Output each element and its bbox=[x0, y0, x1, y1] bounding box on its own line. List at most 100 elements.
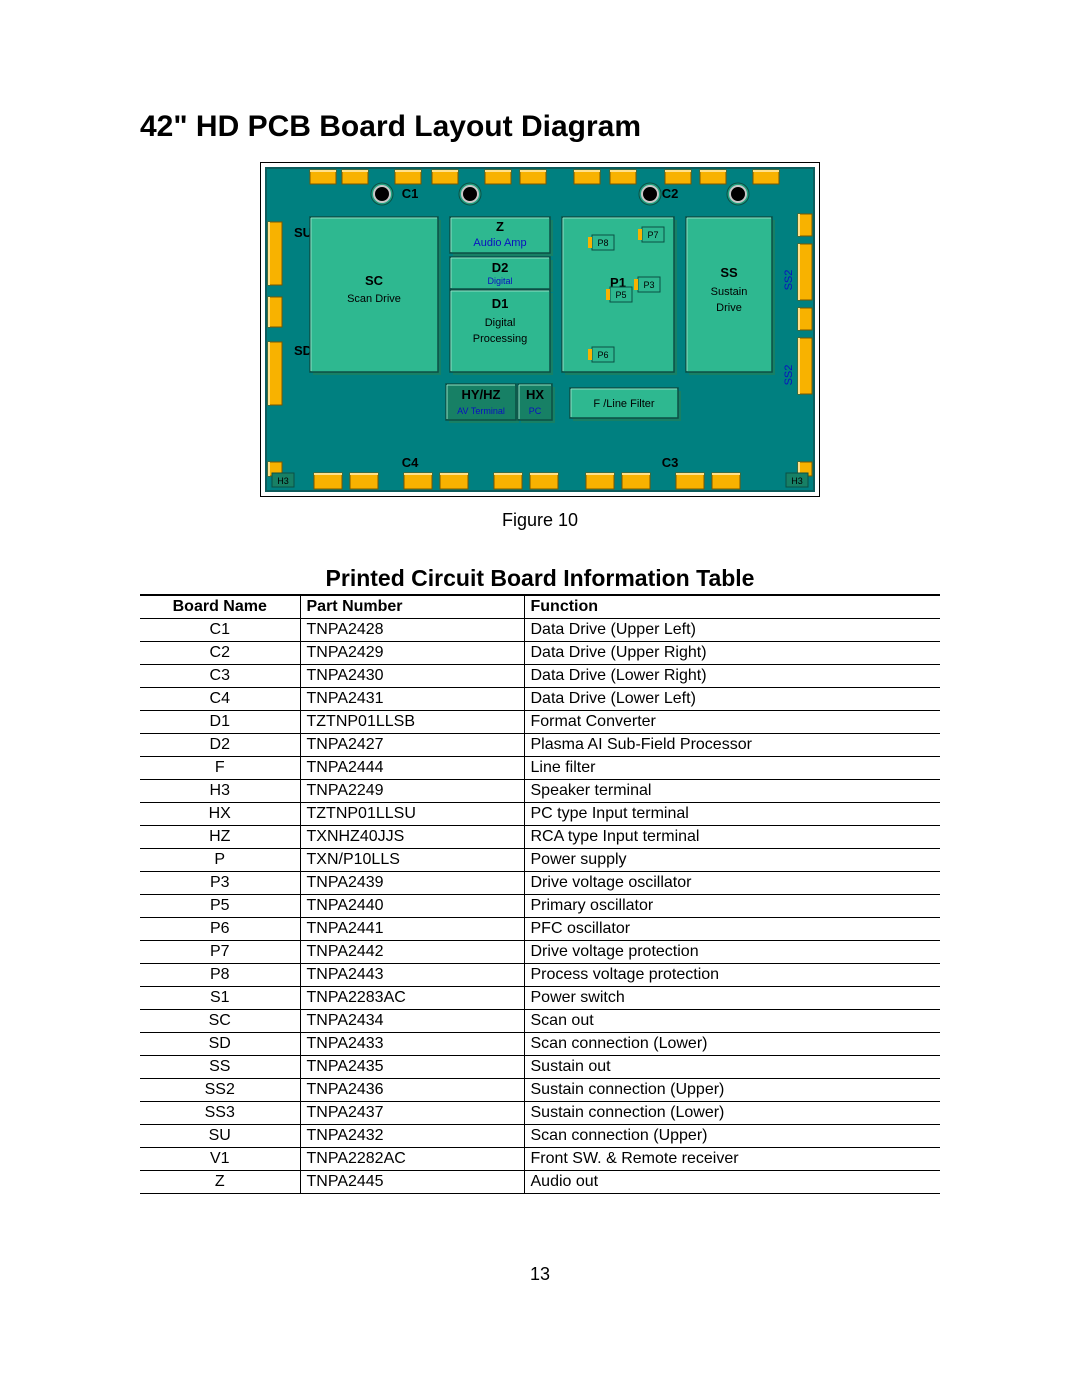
table-cell: Sustain out bbox=[524, 1056, 940, 1079]
table-title: Printed Circuit Board Information Table bbox=[140, 565, 940, 592]
table-cell: P bbox=[140, 849, 300, 872]
table-cell: Data Drive (Upper Left) bbox=[524, 619, 940, 642]
table-cell: TNPA2435 bbox=[300, 1056, 524, 1079]
table-cell: F bbox=[140, 757, 300, 780]
table-cell: TXN/P10LLS bbox=[300, 849, 524, 872]
table-cell: H3 bbox=[140, 780, 300, 803]
table-cell: Power switch bbox=[524, 987, 940, 1010]
table-cell: Primary oscillator bbox=[524, 895, 940, 918]
svg-text:P8: P8 bbox=[597, 238, 608, 248]
svg-text:P5: P5 bbox=[615, 290, 626, 300]
table-cell: SS3 bbox=[140, 1102, 300, 1125]
table-cell: TNPA2282AC bbox=[300, 1148, 524, 1171]
svg-text:HY/HZ: HY/HZ bbox=[462, 387, 501, 402]
svg-text:PC: PC bbox=[529, 406, 542, 416]
table-row: HXTZTNP01LLSUPC type Input terminal bbox=[140, 803, 940, 826]
table-cell: PFC oscillator bbox=[524, 918, 940, 941]
table-cell: TNPA2432 bbox=[300, 1125, 524, 1148]
svg-text:P7: P7 bbox=[647, 230, 658, 240]
table-cell: SU bbox=[140, 1125, 300, 1148]
svg-text:C2: C2 bbox=[662, 186, 679, 201]
table-row: C4TNPA2431Data Drive (Lower Left) bbox=[140, 688, 940, 711]
svg-text:C1: C1 bbox=[402, 186, 419, 201]
svg-text:P6: P6 bbox=[597, 350, 608, 360]
table-cell: S1 bbox=[140, 987, 300, 1010]
table-row: P3TNPA2439Drive voltage oscillator bbox=[140, 872, 940, 895]
svg-text:SS2: SS2 bbox=[783, 270, 795, 291]
table-cell: Drive voltage oscillator bbox=[524, 872, 940, 895]
svg-text:Z: Z bbox=[496, 219, 504, 234]
table-cell: Power supply bbox=[524, 849, 940, 872]
table-row: P5TNPA2440Primary oscillator bbox=[140, 895, 940, 918]
table-cell: TNPA2283AC bbox=[300, 987, 524, 1010]
svg-text:Audio Amp: Audio Amp bbox=[473, 237, 526, 249]
table-cell: TNPA2436 bbox=[300, 1079, 524, 1102]
table-cell: TNPA2445 bbox=[300, 1171, 524, 1194]
svg-text:D2: D2 bbox=[492, 260, 509, 275]
table-cell: TNPA2430 bbox=[300, 665, 524, 688]
page-title: 42" HD PCB Board Layout Diagram bbox=[140, 110, 940, 144]
table-cell: C1 bbox=[140, 619, 300, 642]
svg-text:Digital: Digital bbox=[487, 276, 512, 286]
table-cell: TZTNP01LLSB bbox=[300, 711, 524, 734]
table-cell: Plasma AI Sub-Field Processor bbox=[524, 734, 940, 757]
table-row: C3TNPA2430Data Drive (Lower Right) bbox=[140, 665, 940, 688]
table-cell: Sustain connection (Upper) bbox=[524, 1079, 940, 1102]
svg-text:Scan Drive: Scan Drive bbox=[347, 293, 401, 305]
table-cell: Format Converter bbox=[524, 711, 940, 734]
table-row: SS3TNPA2437Sustain connection (Lower) bbox=[140, 1102, 940, 1125]
table-row: S1TNPA2283ACPower switch bbox=[140, 987, 940, 1010]
table-cell: Process voltage protection bbox=[524, 964, 940, 987]
table-row: SDTNPA2433Scan connection (Lower) bbox=[140, 1033, 940, 1056]
svg-text:SS: SS bbox=[720, 265, 738, 280]
svg-text:Drive: Drive bbox=[716, 302, 742, 314]
figure-caption: Figure 10 bbox=[140, 510, 940, 531]
table-cell: TNPA2431 bbox=[300, 688, 524, 711]
svg-text:C4: C4 bbox=[402, 455, 419, 470]
table-row: SCTNPA2434Scan out bbox=[140, 1010, 940, 1033]
table-cell: P5 bbox=[140, 895, 300, 918]
table-cell: RCA type Input terminal bbox=[524, 826, 940, 849]
table-cell: P6 bbox=[140, 918, 300, 941]
table-cell: TNPA2441 bbox=[300, 918, 524, 941]
table-cell: P3 bbox=[140, 872, 300, 895]
table-cell: C3 bbox=[140, 665, 300, 688]
table-cell: Sustain connection (Lower) bbox=[524, 1102, 940, 1125]
table-cell: C2 bbox=[140, 642, 300, 665]
table-cell: TNPA2249 bbox=[300, 780, 524, 803]
pcb-info-table: Board NamePart NumberFunctionC1TNPA2428D… bbox=[140, 594, 940, 1194]
svg-text:HX: HX bbox=[526, 387, 544, 402]
table-cell: TNPA2433 bbox=[300, 1033, 524, 1056]
table-row: SS2TNPA2436Sustain connection (Upper) bbox=[140, 1079, 940, 1102]
table-row: SUTNPA2432Scan connection (Upper) bbox=[140, 1125, 940, 1148]
table-cell: TNPA2440 bbox=[300, 895, 524, 918]
table-cell: Speaker terminal bbox=[524, 780, 940, 803]
table-cell: Drive voltage protection bbox=[524, 941, 940, 964]
table-cell: D2 bbox=[140, 734, 300, 757]
pcb-layout-diagram: C1C2C4C3SUSDSS2SS2H3H3SCScan DriveZAudio… bbox=[260, 162, 820, 502]
table-cell: HZ bbox=[140, 826, 300, 849]
table-row: HZTXNHZ40JJSRCA type Input terminal bbox=[140, 826, 940, 849]
table-row: H3TNPA2249Speaker terminal bbox=[140, 780, 940, 803]
table-cell: Line filter bbox=[524, 757, 940, 780]
svg-text:C3: C3 bbox=[662, 455, 679, 470]
svg-text:H3: H3 bbox=[277, 476, 289, 486]
svg-text:Processing: Processing bbox=[473, 333, 527, 345]
table-cell: P8 bbox=[140, 964, 300, 987]
table-cell: SS2 bbox=[140, 1079, 300, 1102]
svg-text:P3: P3 bbox=[643, 280, 654, 290]
table-row: C1TNPA2428Data Drive (Upper Left) bbox=[140, 619, 940, 642]
table-cell: C4 bbox=[140, 688, 300, 711]
table-row: C2TNPA2429Data Drive (Upper Right) bbox=[140, 642, 940, 665]
svg-text:Digital: Digital bbox=[485, 317, 516, 329]
table-row: PTXN/P10LLSPower supply bbox=[140, 849, 940, 872]
table-row: SSTNPA2435Sustain out bbox=[140, 1056, 940, 1079]
table-cell: TNPA2434 bbox=[300, 1010, 524, 1033]
table-cell: TNPA2439 bbox=[300, 872, 524, 895]
table-row: P8TNPA2443Process voltage protection bbox=[140, 964, 940, 987]
table-row: D2TNPA2427Plasma AI Sub-Field Processor bbox=[140, 734, 940, 757]
table-header: Function bbox=[524, 595, 940, 619]
svg-text:D1: D1 bbox=[492, 296, 509, 311]
table-cell: Scan connection (Lower) bbox=[524, 1033, 940, 1056]
table-cell: Data Drive (Lower Left) bbox=[524, 688, 940, 711]
